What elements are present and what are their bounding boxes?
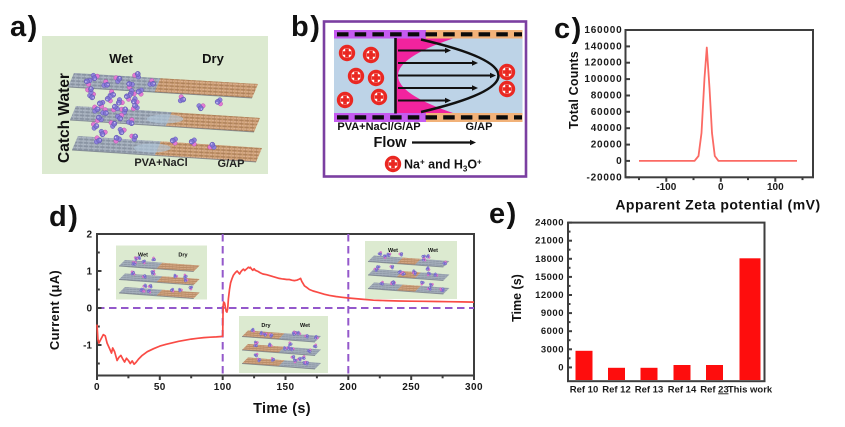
svg-text:-20000: -20000 [587,172,623,183]
svg-text:Na+ and H3O+: Na+ and H3O+ [404,158,482,174]
svg-text:d): d) [49,201,79,233]
svg-text:Wet: Wet [300,323,310,329]
svg-text:-100: -100 [656,182,676,193]
svg-text:Time (s): Time (s) [253,401,311,417]
svg-text:PVA+NaCl/G/AP: PVA+NaCl/G/AP [337,121,420,133]
svg-text:G/AP: G/AP [466,121,493,133]
svg-text:15000: 15000 [535,272,564,283]
svg-text:Wet: Wet [109,51,133,66]
svg-text:Flow: Flow [373,135,407,151]
svg-text:Wet: Wet [388,248,398,254]
svg-text:12000: 12000 [535,290,564,301]
svg-text:0: 0 [616,156,622,167]
svg-text:Current (μA): Current (μA) [47,270,62,350]
svg-text:Ref 13: Ref 13 [635,385,664,396]
svg-text:Total Counts: Total Counts [567,51,581,129]
svg-text:80000: 80000 [591,91,623,102]
svg-text:24000: 24000 [535,218,564,229]
svg-text:200: 200 [339,382,357,393]
svg-text:18000: 18000 [535,254,564,265]
svg-text:-1: -1 [83,341,92,352]
svg-text:Wet: Wet [138,253,148,259]
svg-text:300: 300 [465,382,483,393]
svg-text:Apparent Zeta potential (mV): Apparent Zeta potential (mV) [615,197,820,213]
svg-text:150: 150 [277,382,295,393]
svg-text:Time (s): Time (s) [510,274,524,322]
svg-text:2: 2 [86,230,92,241]
svg-text:Ref 10: Ref 10 [570,385,599,396]
svg-text:0: 0 [718,182,724,193]
svg-text:140000: 140000 [584,41,622,52]
svg-text:Ref 12: Ref 12 [602,385,631,396]
svg-text:G/AP: G/AP [218,158,245,170]
svg-text:c): c) [554,13,583,45]
svg-text:Ref 23: Ref 23 [700,385,729,396]
svg-text:9000: 9000 [541,308,564,319]
svg-text:Dry: Dry [261,323,271,329]
svg-text:a): a) [10,11,39,43]
svg-text:50: 50 [154,382,166,393]
svg-text:40000: 40000 [591,123,623,134]
svg-text:Dry: Dry [202,51,224,66]
svg-text:100: 100 [767,182,784,193]
svg-text:100: 100 [214,382,232,393]
svg-text:100000: 100000 [584,74,622,85]
svg-text:20000: 20000 [591,140,623,151]
svg-text:3000: 3000 [541,344,564,355]
svg-text:e): e) [489,198,518,230]
svg-text:0: 0 [86,304,92,315]
svg-text:Wet: Wet [428,248,438,254]
svg-text:21000: 21000 [535,236,564,247]
svg-text:PVA+NaCl: PVA+NaCl [134,157,187,169]
svg-text:6000: 6000 [541,326,564,337]
svg-text:This work: This work [728,385,773,396]
svg-text:60000: 60000 [591,107,623,118]
svg-text:1: 1 [86,267,92,278]
svg-text:0: 0 [94,382,100,393]
svg-text:Catch Water: Catch Water [56,73,73,163]
svg-text:250: 250 [402,382,420,393]
svg-text:120000: 120000 [584,58,622,69]
svg-text:Dry: Dry [178,253,188,259]
svg-text:160000: 160000 [584,25,622,36]
svg-text:0: 0 [558,362,564,373]
svg-text:Ref 14: Ref 14 [668,385,697,396]
svg-text:b): b) [291,11,321,43]
